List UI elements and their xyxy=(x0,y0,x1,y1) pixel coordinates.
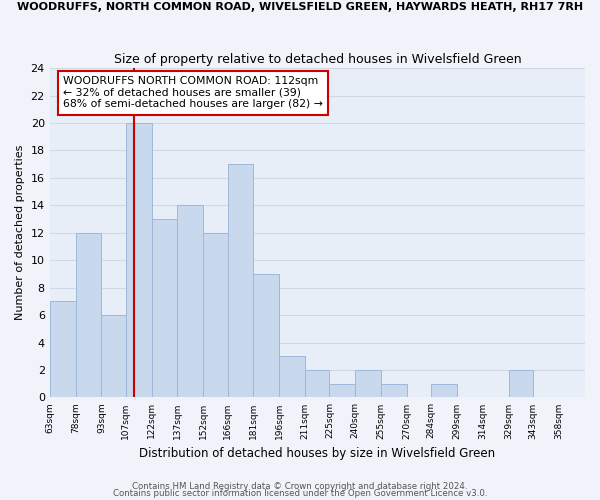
Bar xyxy=(178,206,203,398)
Text: Contains public sector information licensed under the Open Government Licence v3: Contains public sector information licen… xyxy=(113,490,487,498)
Text: WOODRUFFS NORTH COMMON ROAD: 112sqm
← 32% of detached houses are smaller (39)
68: WOODRUFFS NORTH COMMON ROAD: 112sqm ← 32… xyxy=(63,76,323,110)
Title: Size of property relative to detached houses in Wivelsfield Green: Size of property relative to detached ho… xyxy=(113,52,521,66)
Bar xyxy=(125,123,152,398)
Bar xyxy=(381,384,407,398)
Bar xyxy=(280,356,305,398)
Bar xyxy=(203,232,227,398)
Bar xyxy=(101,315,125,398)
Bar xyxy=(50,302,76,398)
Bar xyxy=(227,164,253,398)
Bar xyxy=(76,232,101,398)
Y-axis label: Number of detached properties: Number of detached properties xyxy=(15,145,25,320)
Bar xyxy=(329,384,355,398)
Bar xyxy=(305,370,329,398)
Text: WOODRUFFS, NORTH COMMON ROAD, WIVELSFIELD GREEN, HAYWARDS HEATH, RH17 7RH: WOODRUFFS, NORTH COMMON ROAD, WIVELSFIEL… xyxy=(17,2,583,12)
Bar xyxy=(509,370,533,398)
Bar xyxy=(253,274,280,398)
Text: Contains HM Land Registry data © Crown copyright and database right 2024.: Contains HM Land Registry data © Crown c… xyxy=(132,482,468,491)
Bar xyxy=(355,370,381,398)
X-axis label: Distribution of detached houses by size in Wivelsfield Green: Distribution of detached houses by size … xyxy=(139,447,496,460)
Bar xyxy=(152,219,178,398)
Bar xyxy=(431,384,457,398)
